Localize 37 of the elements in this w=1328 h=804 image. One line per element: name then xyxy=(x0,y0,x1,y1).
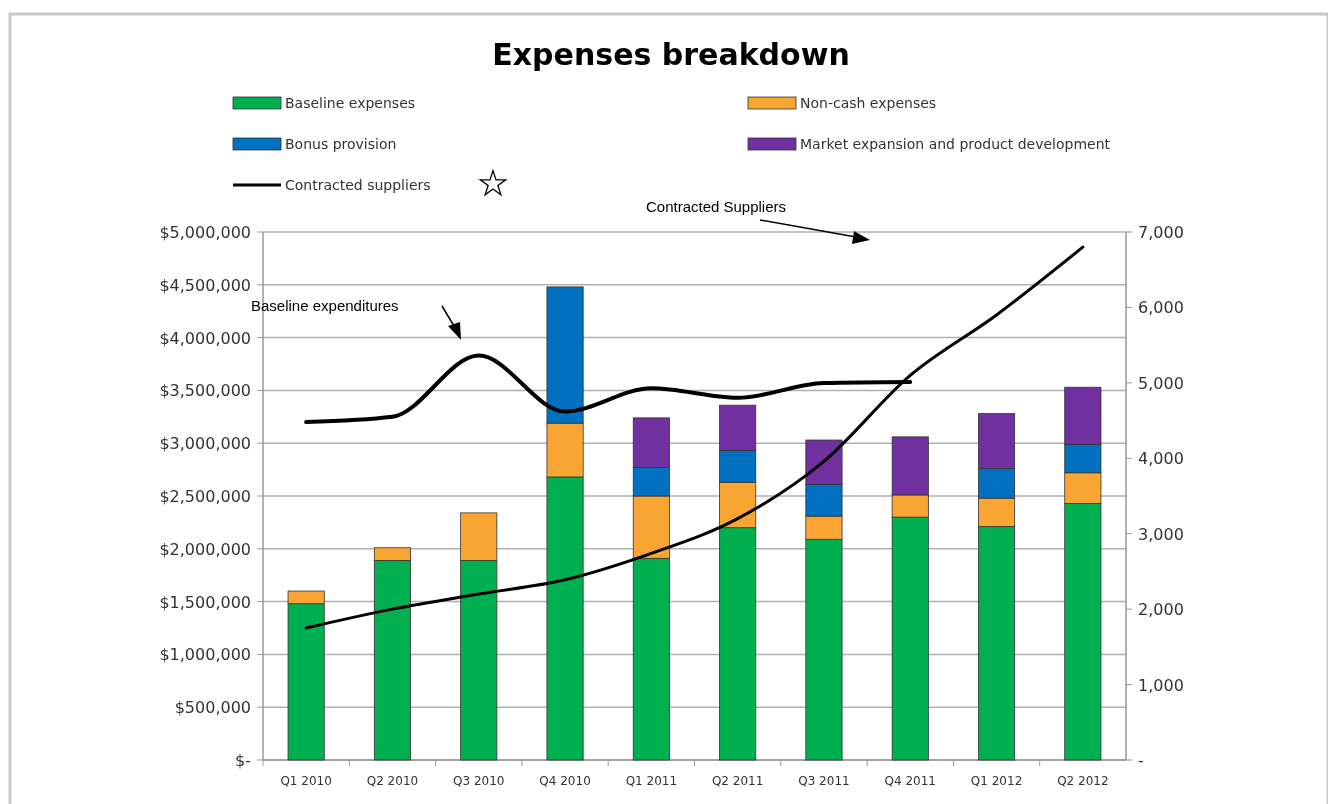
y-tick-label: $3,000,000 xyxy=(159,434,251,454)
y2-tick-label: 3,000 xyxy=(1138,524,1184,544)
y2-tick-label: 1,000 xyxy=(1138,675,1184,695)
y-tick-label: $500,000 xyxy=(174,698,251,718)
x-tick-label: Q4 2011 xyxy=(884,774,936,788)
y2-tick-label: 7,000 xyxy=(1138,223,1184,242)
x-tick-label: Q4 2010 xyxy=(539,774,591,788)
legend-label: Baseline expenses xyxy=(285,95,416,111)
x-tick-label: Q1 2010 xyxy=(280,774,332,788)
y2-tick-label: 6,000 xyxy=(1138,298,1184,318)
y2-tick-label: 5,000 xyxy=(1138,373,1184,393)
x-tick-label: Q2 2011 xyxy=(711,774,764,788)
x-tick-label: Q1 2011 xyxy=(625,774,678,788)
legend-label: Non-cash expenses xyxy=(800,95,937,111)
y-tick-label: $4,500,000 xyxy=(159,275,251,295)
y-tick-label: $1,500,000 xyxy=(159,592,251,612)
y-tick-label: $2,500,000 xyxy=(159,487,251,506)
annotation: Baseline expenditures xyxy=(251,297,399,314)
y-tick-label: $5,000,000 xyxy=(159,223,251,242)
x-tick-label: Q3 2010 xyxy=(453,774,505,788)
legend-label: Contracted suppliers xyxy=(285,177,431,193)
text: Contracted Suppliers xyxy=(645,198,787,215)
x-tick-label: Q2 2012 xyxy=(1057,774,1109,788)
x-tick-label: Q2 2010 xyxy=(366,774,419,788)
legend-label: Market expansion and product development xyxy=(800,136,1111,152)
x-tick-label: Q3 2011 xyxy=(798,774,850,788)
y-tick-label: $4,000,000 xyxy=(159,328,251,348)
y2-tick-label: - xyxy=(1138,751,1144,770)
y-tick-label: $- xyxy=(235,751,251,770)
chart-title: Expenses breakdown xyxy=(492,37,850,72)
y-tick-label: $2,000,000 xyxy=(159,539,251,559)
x-tick-label: Q1 2012 xyxy=(970,774,1023,788)
y2-tick-label: 4,000 xyxy=(1138,449,1184,469)
y-tick-label: $1,000,000 xyxy=(159,645,251,665)
y2-tick-label: 2,000 xyxy=(1138,600,1184,620)
y-tick-label: $3,500,000 xyxy=(159,381,251,401)
legend-label: Bonus provision xyxy=(285,136,397,152)
